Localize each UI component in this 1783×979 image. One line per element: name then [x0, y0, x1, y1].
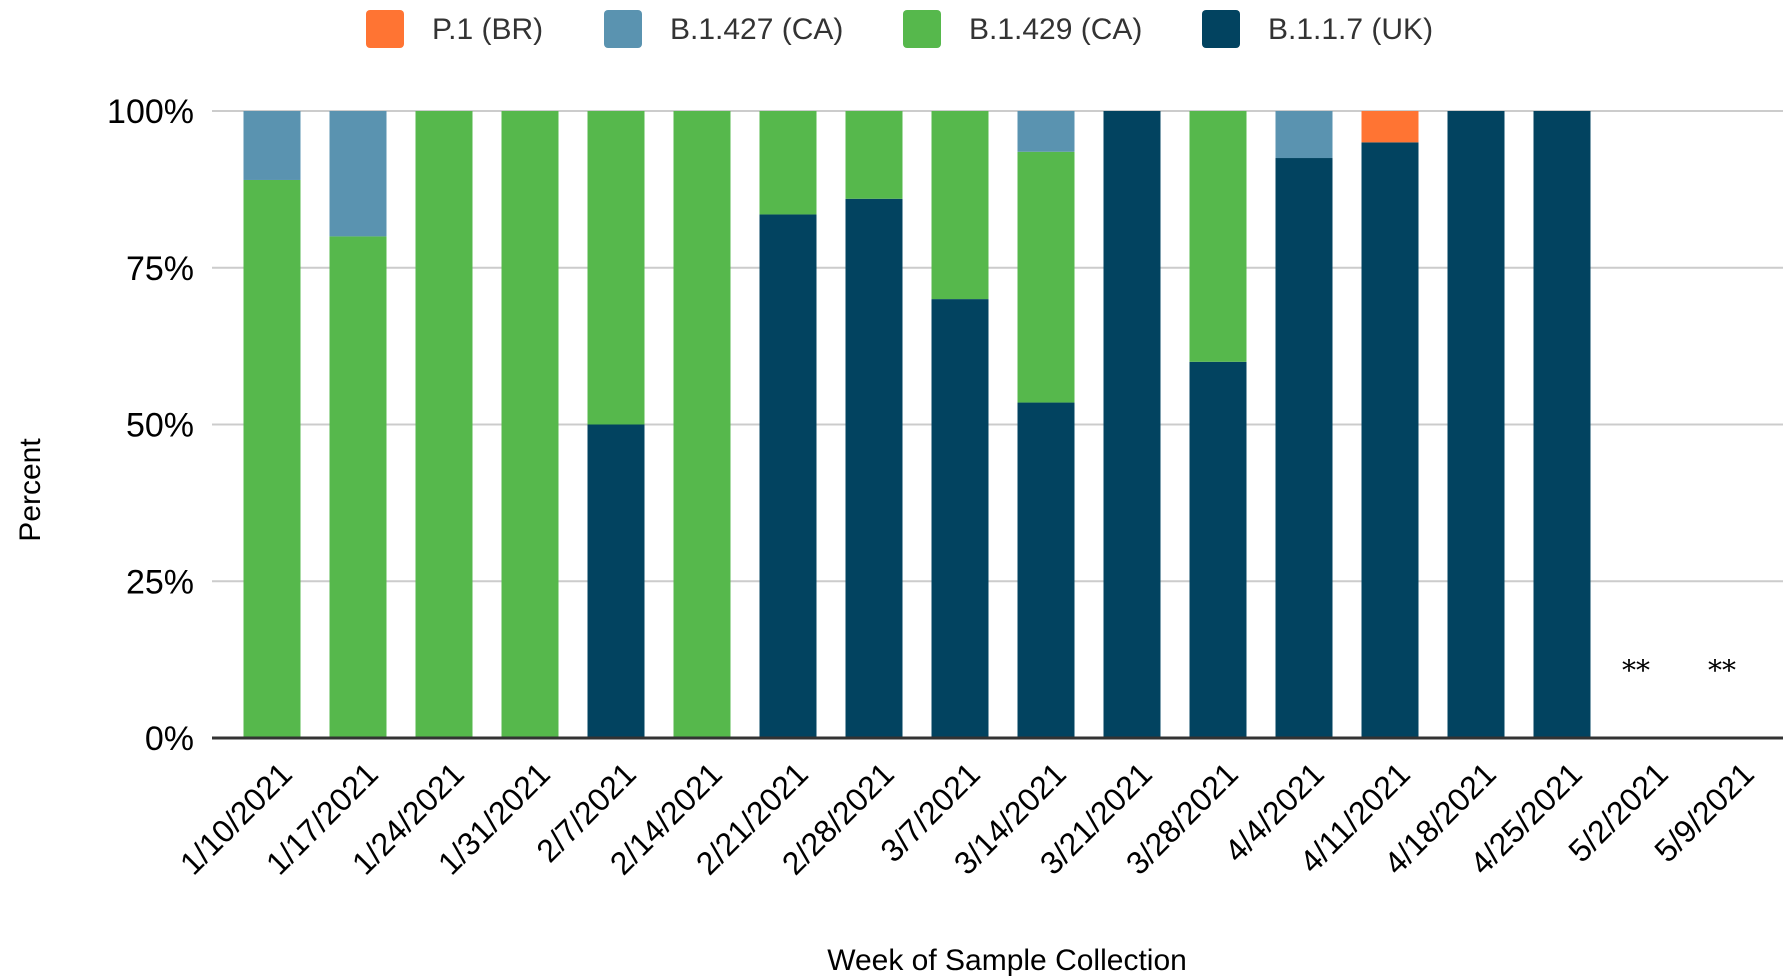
y-tick-label: 0%: [145, 720, 194, 758]
bar-segment: [243, 111, 301, 180]
legend-swatch: [903, 10, 941, 48]
y-tick-label: 100%: [107, 93, 194, 131]
bar-segment: [1275, 111, 1333, 159]
legend-swatch: [366, 10, 404, 48]
x-tick-labels: 1/10/20211/17/20211/24/20211/31/20212/7/…: [173, 755, 1761, 881]
gridlines: [212, 110, 1783, 583]
bar-segment: [415, 111, 473, 738]
bar-segment: [845, 198, 903, 738]
bar-segment: [673, 111, 731, 738]
bar-segment: [1017, 151, 1075, 403]
bar-segment: [845, 111, 903, 199]
annotations: ** **: [1622, 654, 1736, 687]
bar-segment: [1103, 111, 1161, 738]
legend-label: B.1.429 (CA): [969, 13, 1142, 46]
legend-swatch: [1202, 10, 1240, 48]
bar-segment: [587, 424, 645, 738]
legend: P.1 (BR) B.1.427 (CA) B.1.429 (CA) B.1.1.7 …: [366, 10, 1433, 48]
bar-segment: [1275, 158, 1333, 738]
legend-label: B.1.1.7 (UK): [1268, 13, 1433, 46]
y-axis-title: Percent: [14, 438, 47, 542]
y-tick-label: 50%: [126, 407, 194, 445]
bar-segment: [501, 111, 559, 738]
y-tick-labels: 0% 25% 50% 75% 100%: [107, 93, 194, 758]
bar-segment: [1447, 111, 1505, 738]
bar-segment: [587, 111, 645, 425]
legend-swatch: [604, 10, 642, 48]
bars: [243, 111, 1591, 739]
bar-segment: [1361, 111, 1419, 143]
bar-segment: [1189, 111, 1247, 362]
x-axis-title: Week of Sample Collection: [827, 944, 1187, 977]
legend-label: P.1 (BR): [432, 13, 543, 46]
bar-segment: [1361, 142, 1419, 739]
bar-segment: [1533, 111, 1591, 738]
bar-segment: [243, 179, 301, 739]
bar-segment: [931, 111, 989, 300]
bar-segment: [759, 214, 817, 738]
y-tick-label: 25%: [126, 563, 194, 601]
bar-segment: [931, 299, 989, 738]
bar-segment: [1189, 361, 1247, 738]
y-tick-label: 75%: [126, 250, 194, 288]
annotation: **: [1622, 654, 1650, 687]
bar-segment: [1017, 111, 1075, 152]
legend-label: B.1.427 (CA): [670, 13, 843, 46]
bar-segment: [329, 236, 387, 738]
bar-segment: [759, 111, 817, 215]
annotation: **: [1708, 654, 1736, 687]
bar-segment: [329, 111, 387, 237]
bar-segment: [1017, 402, 1075, 738]
